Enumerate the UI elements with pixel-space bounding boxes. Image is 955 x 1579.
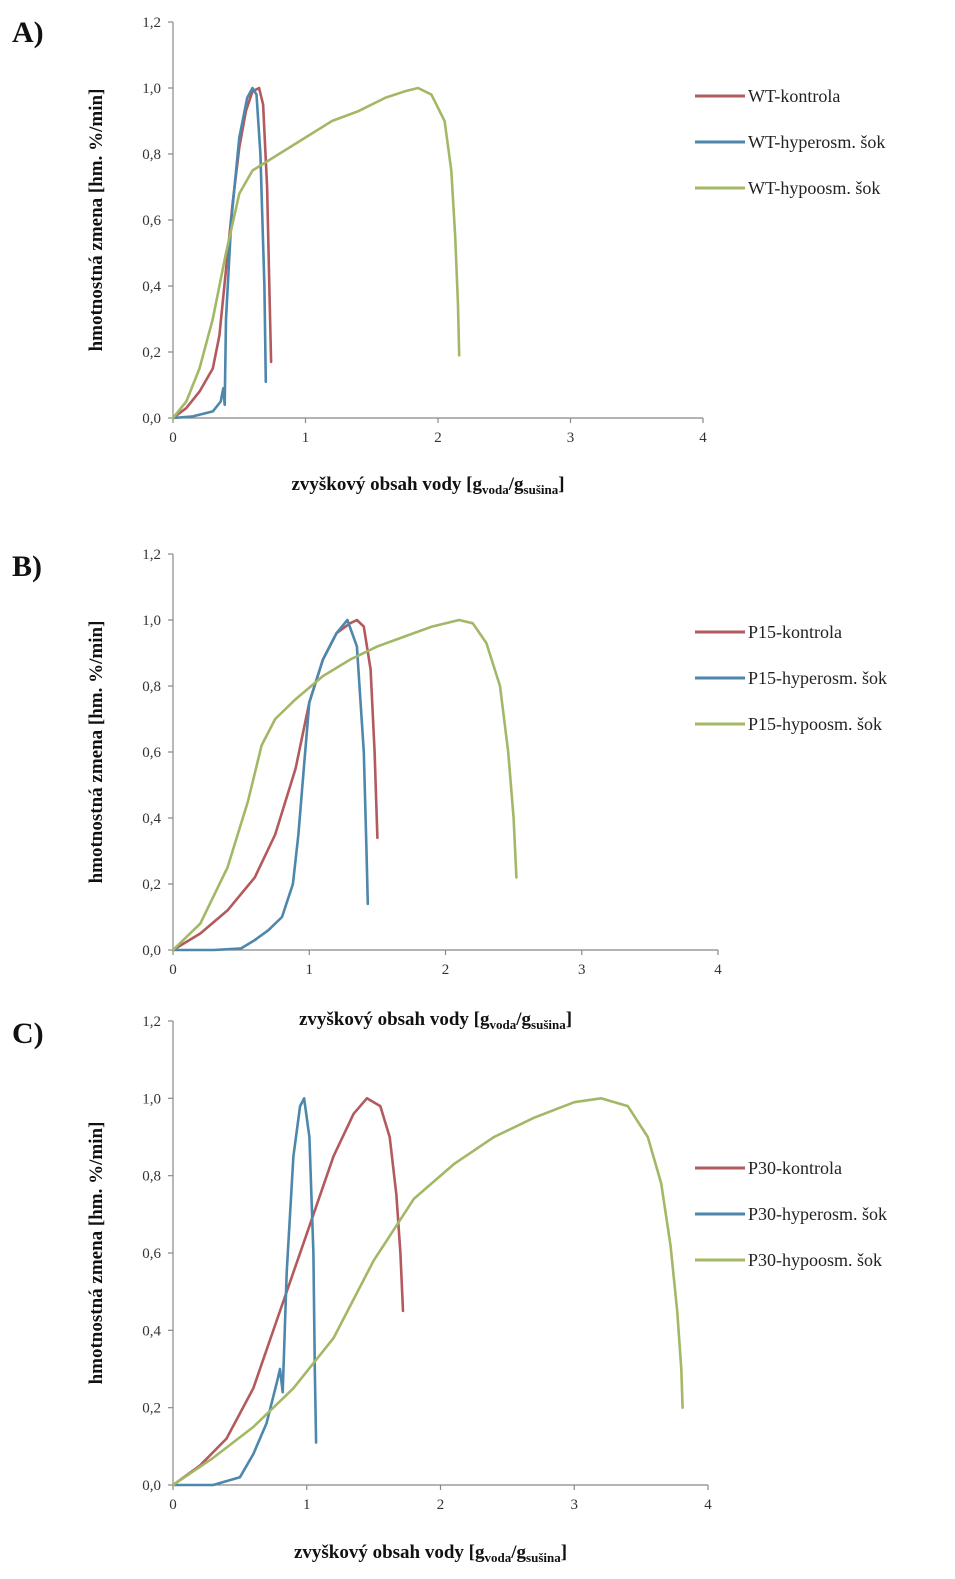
x-axis-title-sub2: sušina: [526, 1550, 561, 1565]
y-axis-title: hmotnostná zmena [hm. %/min]: [86, 1122, 107, 1385]
x-tick-label: 4: [714, 962, 722, 978]
y-tick-label: 0,2: [142, 877, 161, 893]
y-tick-label: 0,8: [142, 1169, 161, 1185]
x-axis-title-sub1: voda: [490, 1017, 517, 1032]
y-tick-label: 0,4: [142, 1323, 161, 1339]
legend-label: P15-kontrola: [748, 622, 842, 642]
legend-label: P30-hyperosm. šok: [748, 1204, 887, 1224]
y-tick-label: 0,6: [142, 745, 161, 761]
panel-label: C): [12, 1017, 44, 1050]
x-axis-title-sep: /g: [515, 1009, 531, 1030]
x-axis-title-sub1: voda: [482, 482, 509, 497]
x-tick-label: 2: [442, 962, 450, 978]
x-axis-title-sub2: sušina: [524, 482, 559, 497]
x-axis-title-main: zvyškový obsah vody [g: [299, 1009, 490, 1030]
legend-label: WT-kontrola: [748, 86, 840, 106]
x-tick-label: 0: [169, 430, 177, 446]
x-tick-label: 4: [699, 430, 707, 446]
y-tick-label: 0,0: [142, 411, 161, 427]
x-axis-title-sep: /g: [508, 474, 524, 495]
x-tick-label: 3: [567, 430, 575, 446]
y-tick-label: 0,0: [142, 943, 161, 959]
x-axis-title: zvyškový obsah vody [gvoda/gsušina]: [299, 1009, 572, 1032]
x-tick-label: 3: [578, 962, 586, 978]
y-axis-title: hmotnostná zmena [hm. %/min]: [86, 621, 107, 884]
x-axis-title-end: ]: [561, 1542, 567, 1563]
y-tick-label: 0,8: [142, 679, 161, 695]
x-tick-label: 0: [169, 962, 177, 978]
series-line-kontrola: [171, 618, 379, 952]
legend-item: P15-hypoosm. šok: [695, 714, 882, 734]
y-tick-label: 1,0: [142, 613, 161, 629]
y-tick-label: 0,6: [142, 1246, 161, 1262]
y-tick-label: 1,0: [142, 81, 161, 97]
y-tick-label: 1,2: [142, 547, 161, 563]
legend-item: P15-hyperosm. šok: [695, 668, 887, 688]
x-tick-label: 1: [306, 962, 314, 978]
y-tick-label: 0,4: [142, 279, 161, 295]
series-line-hypoosm: [171, 1097, 684, 1487]
series-line-hyperosm: [171, 618, 370, 952]
y-tick-label: 1,0: [142, 1091, 161, 1107]
legend-item: WT-kontrola: [695, 86, 840, 106]
series-line-hyperosm: [171, 1097, 318, 1487]
x-axis-title-sub2: sušina: [531, 1017, 566, 1032]
legend-label: P15-hyperosm. šok: [748, 668, 887, 688]
x-axis-title-sub1: voda: [485, 1550, 512, 1565]
series-line-hypoosm: [171, 618, 518, 952]
y-tick-label: 1,2: [142, 15, 161, 31]
y-tick-label: 0,0: [142, 1478, 161, 1494]
legend-item: P30-hyperosm. šok: [695, 1204, 887, 1224]
y-tick-label: 0,8: [142, 147, 161, 163]
legend-label: P30-hypoosm. šok: [748, 1250, 882, 1270]
x-axis-title-main: zvyškový obsah vody [g: [291, 474, 482, 495]
x-tick-label: 2: [434, 430, 442, 446]
y-tick-label: 0,2: [142, 345, 161, 361]
series-line-kontrola: [171, 86, 273, 420]
x-tick-label: 4: [704, 1497, 712, 1513]
legend-label: P15-hypoosm. šok: [748, 714, 882, 734]
y-tick-label: 0,4: [142, 811, 161, 827]
x-tick-label: 1: [302, 430, 310, 446]
x-axis-title: zvyškový obsah vody [gvoda/gsušina]: [291, 474, 564, 497]
x-tick-label: 0: [169, 1497, 177, 1513]
x-tick-label: 2: [437, 1497, 445, 1513]
x-axis-title-end: ]: [566, 1009, 572, 1030]
x-axis-title-main: zvyškový obsah vody [g: [294, 1542, 485, 1563]
chart-panel-1: A) 0,0 0,2 0,4 0,6 0,8 1,0 1,2 0 1 2 3 4 hmotnostná z…: [12, 15, 885, 497]
legend-label: WT-hypoosm. šok: [748, 178, 880, 198]
legend-item: WT-hypoosm. šok: [695, 178, 880, 198]
y-tick-label: 0,2: [142, 1401, 161, 1417]
x-tick-label: 3: [571, 1497, 579, 1513]
legend-item: WT-hyperosm. šok: [695, 132, 885, 152]
y-axis-title: hmotnostná zmena [hm. %/min]: [86, 89, 107, 352]
x-axis-title: zvyškový obsah vody [gvoda/gsušina]: [294, 1542, 567, 1565]
panel-label: B): [12, 550, 42, 583]
series-line-hypoosm: [171, 86, 461, 420]
x-axis-title-end: ]: [558, 474, 564, 495]
series-line-hyperosm: [171, 86, 268, 420]
x-axis-title-sep: /g: [510, 1542, 526, 1563]
y-tick-label: 0,6: [142, 213, 161, 229]
chart-panel-3: C) 0,0 0,2 0,4 0,6 0,8 1,0 1,2 0 1 2 3 4 hmotnostná z…: [12, 1014, 887, 1565]
legend-item: P15-kontrola: [695, 622, 842, 642]
y-tick-label: 1,2: [142, 1014, 161, 1030]
chart-panel-2: B) 0,0 0,2 0,4 0,6 0,8 1,0 1,2 0 1 2 3 4 hmotnostná z…: [12, 547, 887, 1032]
legend-label: WT-hyperosm. šok: [748, 132, 885, 152]
x-tick-label: 1: [303, 1497, 311, 1513]
series-line-kontrola: [171, 1097, 405, 1487]
legend-item: P30-kontrola: [695, 1158, 842, 1178]
legend-item: P30-hypoosm. šok: [695, 1250, 882, 1270]
panel-label: A): [12, 16, 44, 49]
legend-label: P30-kontrola: [748, 1158, 842, 1178]
